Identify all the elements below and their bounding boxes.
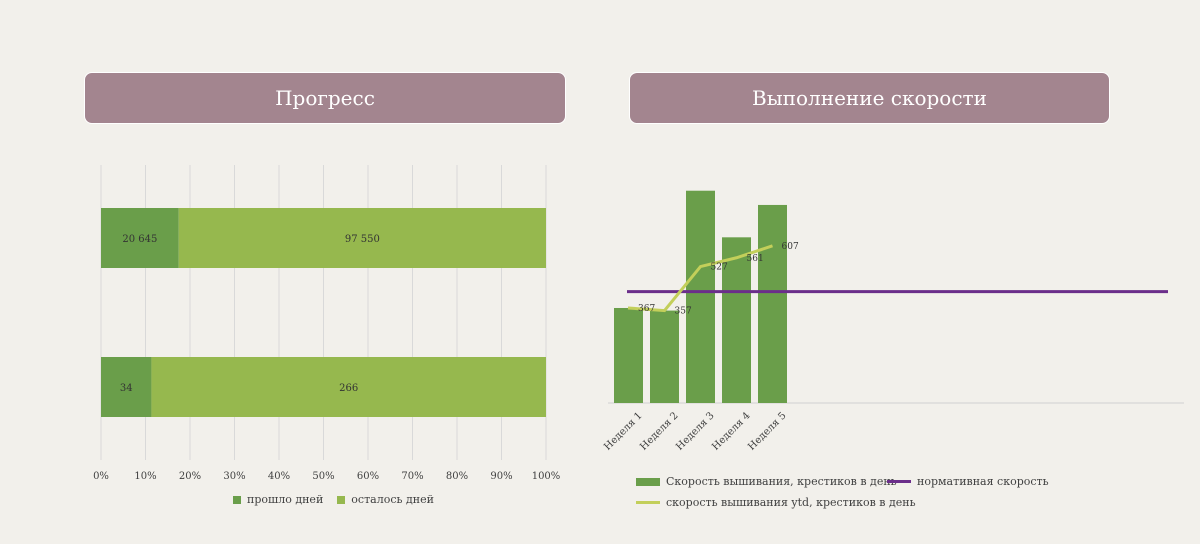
x-tick-label: 40%	[268, 471, 290, 482]
bar-passed	[101, 357, 152, 417]
legend-norm-label: нормативная скорость	[917, 475, 1049, 488]
legend-remaining-label: осталось дней	[351, 493, 434, 506]
speed-bar	[722, 237, 751, 403]
speed-chart-title: Выполнение скорости	[629, 72, 1110, 124]
x-tick-label: 30%	[223, 471, 245, 482]
legend-speed-swatch	[636, 477, 660, 486]
data-label: 34	[120, 383, 133, 394]
ytd-speed-line	[627, 244, 773, 313]
progress-chart: 0% 10% 20% 30% 40% 50% 60% 70% 80% 90% 100% 20 645 9…	[93, 165, 561, 482]
speed-legend-norm: нормативная скорость	[887, 475, 1049, 488]
data-label: 266	[339, 383, 358, 394]
category-label: Неделя 1	[602, 410, 644, 452]
data-label: 20 645	[122, 234, 157, 245]
progress-chart-title: Прогресс	[84, 72, 566, 124]
category-label: Неделя 3	[674, 410, 716, 452]
ytd-data-label: 367	[638, 304, 655, 314]
legend-ytd-swatch	[636, 501, 660, 504]
x-tick-label: 70%	[401, 471, 423, 482]
legend-passed-label: прошло дней	[247, 493, 324, 506]
x-tick-label: 50%	[312, 471, 334, 482]
legend-passed-swatch	[233, 495, 241, 504]
ytd-data-label: 561	[747, 254, 764, 264]
x-tick-label: 60%	[357, 471, 379, 482]
x-tick-label: 20%	[179, 471, 201, 482]
legend-speed-label: Скорость вышивания, крестиков в день	[666, 475, 897, 488]
bar-remaining	[151, 357, 546, 417]
bar-remaining	[178, 208, 546, 268]
x-tick-label: 100%	[532, 471, 561, 482]
legend-remaining-swatch	[337, 495, 346, 504]
ytd-data-label: 357	[675, 307, 692, 317]
category-label: Неделя 2	[638, 410, 680, 452]
speed-bar	[650, 310, 679, 403]
progress-legend: прошло дней осталось дней	[233, 493, 434, 506]
legend-norm-swatch	[887, 480, 911, 483]
data-label: 97 550	[345, 234, 380, 245]
ytd-data-label: 527	[711, 263, 728, 273]
speed-bar	[686, 190, 715, 403]
category-label: Неделя 5	[746, 410, 788, 452]
speed-bar	[758, 204, 787, 403]
x-tick-label: 90%	[490, 471, 512, 482]
speed-legend-bar: Скорость вышивания, крестиков в день	[636, 475, 897, 488]
legend-ytd-label: скорость вышивания ytd, крестиков в день	[666, 496, 916, 509]
speed-legend-ytd: скорость вышивания ytd, крестиков в день	[636, 496, 916, 509]
bar-passed	[101, 208, 179, 268]
x-tick-label: 0%	[93, 471, 109, 482]
ytd-data-label: 607	[782, 242, 799, 252]
x-tick-label: 10%	[134, 471, 156, 482]
x-tick-label: 80%	[446, 471, 468, 482]
speed-bar	[614, 307, 643, 403]
category-label: Неделя 4	[710, 410, 752, 452]
